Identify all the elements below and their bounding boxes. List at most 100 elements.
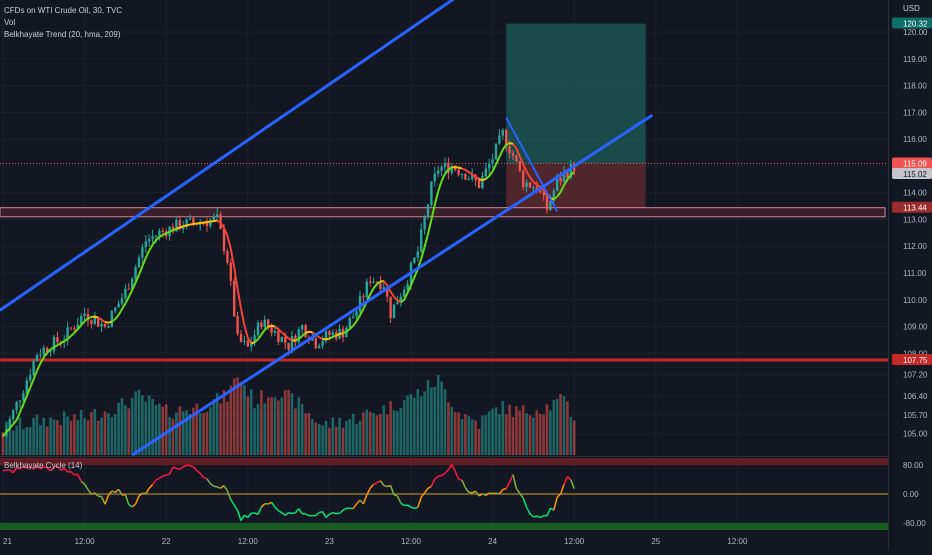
cycle-segment: [102, 497, 105, 505]
price-tag-label: 113.44: [903, 204, 927, 213]
trend-segment: [153, 240, 156, 245]
time-tick-label: 22: [162, 537, 171, 546]
volume-bar: [230, 386, 233, 455]
cycle-segment: [105, 495, 108, 504]
price-tick-label: 106.40: [903, 392, 928, 401]
volume-bar: [199, 413, 202, 455]
volume-bar: [508, 405, 511, 455]
legend-cycle-indicator[interactable]: Belkhayate Cycle (14): [4, 461, 82, 471]
volume-bar: [250, 389, 253, 455]
cycle-segment: [414, 507, 417, 508]
candle-body: [372, 282, 374, 283]
volume-bar: [325, 421, 328, 455]
trend-segment: [329, 337, 332, 339]
candle-body: [73, 328, 75, 329]
candle-body: [155, 236, 157, 237]
volume-bar: [549, 411, 552, 455]
cycle-upper-band: [0, 458, 888, 465]
legend-symbol[interactable]: CFDs on WTI Crude Oil, 30, TVC: [4, 6, 122, 16]
volume-bar: [376, 415, 379, 455]
volume-bar: [389, 401, 392, 455]
candle-body: [83, 314, 85, 316]
cycle-segment: [81, 481, 84, 484]
volume-bar: [417, 389, 420, 455]
cycle-segment: [166, 474, 169, 475]
trend-segment: [428, 219, 431, 234]
legend-trend-indicator[interactable]: Belkhayate Trend (20, hma, 209): [4, 30, 121, 40]
candle-body: [515, 156, 517, 161]
candle-body: [434, 174, 436, 182]
cycle-segment: [159, 476, 162, 478]
volume-bar: [413, 398, 416, 455]
cycle-segment: [537, 516, 540, 517]
cycle-segment: [207, 479, 210, 484]
cycle-segment: [268, 502, 271, 504]
volume-bar: [403, 400, 406, 455]
trend-segment: [333, 335, 336, 336]
volume-bar: [213, 399, 216, 455]
cycle-segment: [299, 509, 302, 514]
cycle-segment: [224, 486, 227, 491]
volume-bar: [111, 417, 114, 455]
trend-segment: [180, 226, 183, 227]
cycle-segment: [176, 468, 179, 469]
volume-bar: [270, 397, 273, 455]
cycle-segment: [411, 507, 414, 508]
volume-bar: [471, 419, 474, 455]
candle-body: [107, 327, 109, 328]
volume-bar: [481, 416, 484, 455]
trend-segment: [309, 332, 312, 333]
cycle-segment: [374, 483, 377, 485]
volume-bar: [468, 416, 471, 455]
price-tick-label: 116.00: [903, 135, 927, 144]
volume-bar: [49, 417, 52, 455]
trend-segment: [95, 317, 98, 318]
price-tick-label: 119.00: [903, 55, 927, 64]
volume-bar: [505, 414, 508, 455]
volume-bar: [362, 412, 365, 455]
volume-bar: [56, 420, 59, 455]
grid-layer: [0, 0, 889, 550]
candle-body: [366, 281, 368, 297]
volume-bar: [114, 414, 117, 455]
volume-bar: [502, 401, 505, 455]
volume-bar: [158, 404, 161, 455]
volume-bar: [369, 412, 372, 455]
cycle-segment: [340, 510, 343, 513]
trend-segment: [510, 143, 513, 144]
volume-bar: [121, 398, 124, 455]
trend-segment: [71, 333, 74, 336]
candle-body: [304, 325, 306, 337]
volume-bar: [87, 420, 90, 455]
currency-label[interactable]: USD: [903, 4, 920, 13]
price-tag-label: 107.75: [903, 356, 928, 365]
candle-body: [100, 324, 102, 327]
candle-body: [403, 290, 405, 297]
volume-bar: [491, 409, 494, 455]
trend-segment: [108, 322, 111, 323]
trend-segment: [176, 228, 179, 229]
cycle-segment: [190, 466, 193, 467]
cycle-segment: [459, 479, 462, 480]
volume-bar: [90, 412, 93, 455]
cycle-segment: [261, 504, 264, 507]
cycle-segment: [452, 465, 455, 472]
volume-bar: [542, 414, 545, 455]
candle-body: [134, 267, 136, 279]
cycle-segment: [316, 513, 319, 516]
cycle-segment: [561, 485, 564, 495]
candle-body: [349, 318, 351, 328]
candle-body: [158, 231, 160, 236]
trend-segment: [489, 171, 492, 176]
cycle-segment: [513, 475, 516, 489]
cycle-segment: [465, 488, 468, 492]
cycle-segment: [200, 473, 203, 477]
candle-body: [417, 252, 419, 258]
time-tick-label: 21: [3, 537, 12, 546]
volume-bar: [260, 390, 263, 455]
legend-volume[interactable]: Vol: [4, 18, 15, 28]
candle-body: [519, 161, 521, 171]
cycle-segment: [95, 493, 98, 496]
candle-body: [396, 303, 398, 305]
